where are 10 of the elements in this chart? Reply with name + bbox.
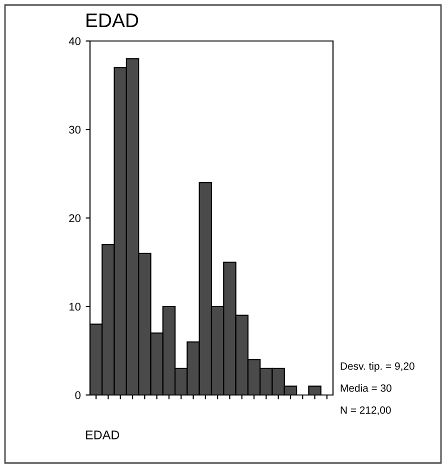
y-tick-label: 30 bbox=[69, 126, 81, 134]
y-tick-label: 20 bbox=[69, 214, 81, 222]
text: N = 212,00 bbox=[340, 406, 391, 416]
y-tick-label: 10 bbox=[69, 302, 81, 311]
text: Media = 30 bbox=[340, 384, 392, 392]
y-tick-label: 0 bbox=[75, 391, 81, 400]
y-tick-label: 40 bbox=[68, 37, 81, 46]
x-axis-title: EDAD bbox=[86, 430, 120, 440]
text: Desv. tip. = 9,20 bbox=[340, 362, 414, 372]
chart-title: EDAD bbox=[86, 14, 138, 28]
